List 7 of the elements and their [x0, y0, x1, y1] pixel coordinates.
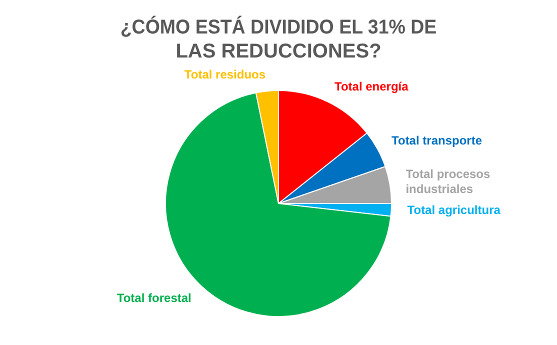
chart-title: ¿CÓMO ESTÁ DIVIDIDO EL 31% DE LAS REDUCCIONES?: [120, 14, 437, 63]
slice-label: Total transporte: [392, 134, 482, 148]
slice-label: Total procesos industriales: [406, 166, 491, 196]
slice-label: Total agricultura: [407, 203, 501, 218]
slice-label: Total energía: [334, 80, 409, 94]
slice-label: Total residuos: [184, 67, 266, 82]
slice-label: Total forestal: [116, 290, 192, 305]
